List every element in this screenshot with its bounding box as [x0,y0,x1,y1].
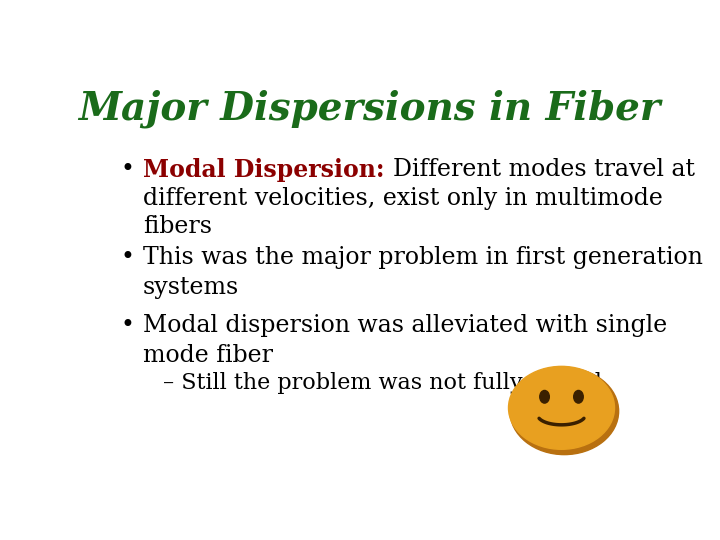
Text: Major Dispersions in Fiber: Major Dispersions in Fiber [78,90,660,128]
Text: – Still the problem was not fully solved: – Still the problem was not fully solved [163,373,601,395]
Text: Different modes travel at: Different modes travel at [393,158,695,181]
Ellipse shape [510,368,618,455]
Ellipse shape [508,366,615,449]
Ellipse shape [574,390,583,403]
Text: •: • [121,314,135,338]
Text: •: • [121,158,135,181]
Text: fibers: fibers [143,215,212,238]
Text: Modal dispersion was alleviated with single
mode fiber: Modal dispersion was alleviated with sin… [143,314,667,368]
Ellipse shape [540,390,549,403]
Text: Modal Dispersion:: Modal Dispersion: [143,158,393,183]
Text: This was the major problem in first generation
systems: This was the major problem in first gene… [143,246,703,299]
Text: different velocities, exist only in multimode: different velocities, exist only in mult… [143,187,663,210]
Text: •: • [121,246,135,269]
